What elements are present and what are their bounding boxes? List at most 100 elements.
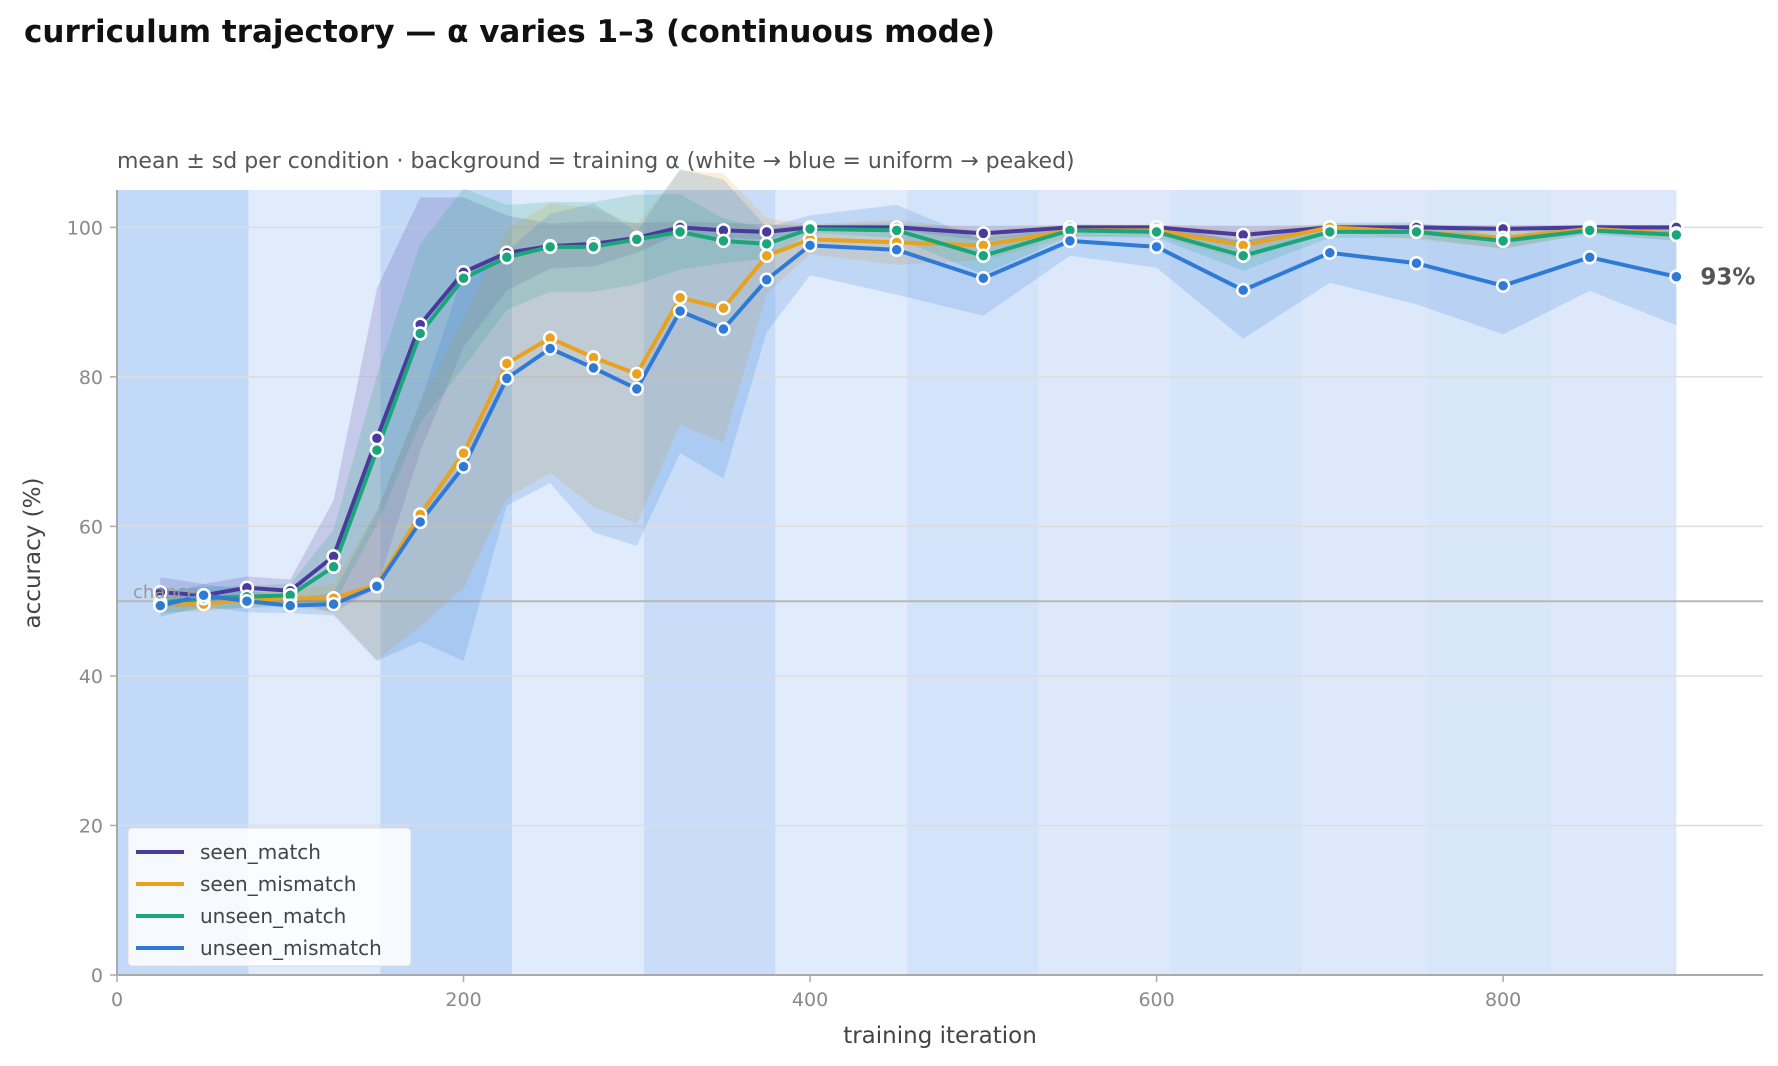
point-seen_match-150 [369, 430, 385, 446]
point-seen_mismatch-300 [629, 366, 645, 382]
alpha-band-10 [1426, 190, 1552, 975]
y-tick-label-20: 20 [79, 815, 103, 837]
point-seen_mismatch-375 [759, 248, 774, 264]
axes [116, 190, 1763, 976]
point-unseen_match-200 [456, 270, 471, 286]
alpha-band-3 [512, 190, 644, 975]
point-unseen_mismatch-225 [499, 371, 515, 386]
point-unseen_match-850 [1582, 223, 1597, 238]
point-unseen_mismatch-900 [1669, 269, 1684, 284]
point-unseen_match-125 [326, 559, 341, 575]
y-tick-label-60: 60 [79, 516, 103, 538]
point-unseen_mismatch-250 [542, 341, 558, 356]
point-unseen_match-350 [716, 233, 731, 249]
point-unseen_match-325 [672, 224, 688, 240]
point-unseen_mismatch-25 [153, 598, 168, 613]
point-unseen_mismatch-450 [889, 242, 904, 258]
alpha-band-5 [775, 190, 908, 975]
point-unseen_match-600 [1149, 224, 1164, 240]
point-unseen_mismatch-125 [326, 596, 341, 612]
point-seen_mismatch-350 [716, 300, 731, 316]
series-line-seen_mismatch [160, 225, 1677, 607]
point-unseen_mismatch-700 [1322, 245, 1338, 261]
point-unseen_mismatch-550 [1062, 233, 1078, 249]
point-unseen_match-700 [1322, 224, 1338, 240]
point-unseen_mismatch-150 [369, 578, 385, 594]
x-tick-label-400: 400 [792, 989, 828, 1011]
y-tick-label-40: 40 [79, 666, 103, 688]
point-unseen_match-500 [976, 248, 991, 264]
gridlines [117, 226, 1763, 827]
series-line-unseen_match [160, 226, 1677, 605]
legend-box [127, 827, 412, 967]
point-seen_match-500 [976, 226, 991, 241]
point-unseen_mismatch-200 [456, 459, 471, 474]
alpha-band-6 [907, 190, 1039, 975]
data-points [153, 220, 1684, 613]
point-unseen_match-275 [586, 239, 601, 255]
point-unseen_mismatch-500 [976, 270, 991, 286]
x-tick-label-200: 200 [445, 989, 481, 1011]
point-seen_mismatch-225 [499, 356, 515, 371]
end-value-label: 93% [1700, 265, 1755, 291]
point-seen_mismatch-200 [456, 445, 471, 461]
point-unseen_match-900 [1669, 227, 1684, 243]
point-unseen_mismatch-75 [239, 593, 255, 609]
point-unseen_match-150 [369, 442, 385, 458]
sd-bands [160, 169, 1677, 662]
legend: seen_match seen_mismatch unseen_matchunsee… [127, 827, 412, 967]
y-axis-label: accuracy (%) [20, 478, 46, 629]
point-unseen_match-800 [1495, 233, 1511, 249]
legend-label-unseen_match: unseen_match [200, 904, 346, 928]
y-tick-label-80: 80 [79, 367, 103, 389]
point-unseen_match-225 [499, 250, 515, 265]
point-unseen_match-300 [629, 232, 645, 247]
alpha-band-11 [1551, 190, 1677, 975]
point-unseen_mismatch-175 [412, 514, 428, 530]
legend-label-seen_mismatch: seen_mismatch [200, 872, 356, 896]
point-unseen_match-250 [542, 239, 558, 255]
sd-band-unseen_match [160, 188, 1677, 614]
sd-band-seen_mismatch [160, 170, 1677, 660]
point-unseen_match-650 [1235, 248, 1251, 264]
point-unseen_mismatch-600 [1149, 239, 1164, 255]
legend-label-unseen_mismatch: unseen_mismatch [200, 936, 382, 960]
alpha-background-bands [117, 190, 1677, 975]
point-unseen_mismatch-750 [1409, 256, 1424, 271]
point-unseen_match-175 [412, 326, 428, 341]
x-tick-label-0: 0 [111, 989, 123, 1011]
point-unseen_mismatch-275 [586, 360, 601, 376]
point-unseen_mismatch-850 [1582, 250, 1597, 265]
x-axis-label: training iteration [843, 1023, 1037, 1049]
alpha-band-7 [1038, 190, 1171, 975]
sd-band-unseen_mismatch [160, 169, 1677, 662]
sd-band-seen_match [160, 197, 1677, 613]
x-tick-label-600: 600 [1138, 989, 1174, 1011]
point-unseen_mismatch-350 [716, 321, 731, 337]
y-tick-label-0: 0 [91, 965, 103, 987]
x-axis-ticks: 0 200 400 600 800 [111, 975, 1521, 1011]
chance-label: chance [133, 582, 198, 603]
legend-label-seen_match: seen_match [200, 840, 321, 864]
point-unseen_match-375 [759, 236, 774, 252]
point-unseen_mismatch-50 [196, 587, 211, 603]
x-tick-label-800: 800 [1485, 989, 1521, 1011]
point-unseen_mismatch-100 [283, 598, 298, 613]
point-unseen_match-750 [1409, 224, 1424, 240]
point-seen_mismatch-325 [672, 290, 688, 305]
alpha-band-9 [1302, 190, 1427, 975]
y-tick-label-100: 100 [67, 217, 103, 239]
alpha-band-8 [1170, 190, 1303, 975]
chart-title: curriculum trajectory — α varies 1–3 (co… [24, 14, 996, 50]
point-unseen_mismatch-300 [629, 381, 645, 397]
series-line-unseen_mismatch [159, 238, 1677, 608]
point-unseen_mismatch-325 [672, 303, 688, 319]
point-seen_match-375 [759, 224, 774, 240]
point-unseen_mismatch-375 [759, 272, 774, 287]
y-axis-ticks: 0 20 40 60 80 100 [67, 217, 117, 987]
point-unseen_mismatch-650 [1235, 282, 1251, 298]
point-unseen_match-450 [889, 223, 904, 238]
series-lines [159, 225, 1677, 608]
point-unseen_mismatch-400 [802, 238, 818, 253]
